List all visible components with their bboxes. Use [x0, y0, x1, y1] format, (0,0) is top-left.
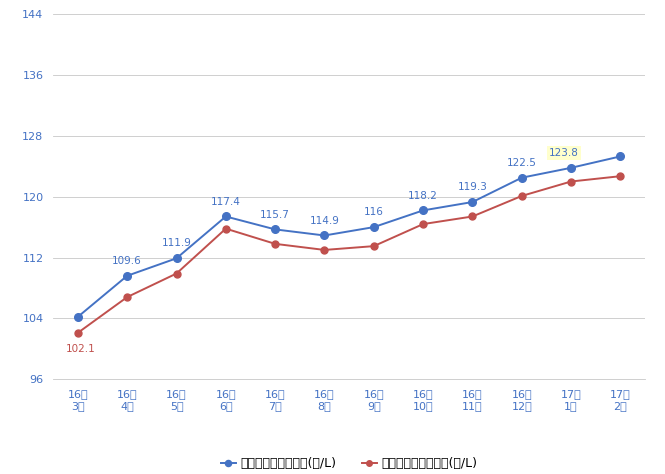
- Text: 111.9: 111.9: [162, 238, 192, 248]
- Text: 118.2: 118.2: [408, 191, 438, 201]
- Text: 122.5: 122.5: [507, 158, 537, 168]
- Text: 119.3: 119.3: [458, 182, 487, 192]
- レギュラー看板価格(円/L): [567, 165, 575, 171]
- レギュラー看板価格(円/L): [616, 154, 624, 159]
- レギュラー看板価格(円/L): [222, 214, 230, 219]
- レギュラー看板価格(円/L): [172, 255, 180, 261]
- レギュラー実売価格(円/L): [271, 241, 279, 246]
- レギュラー看板価格(円/L): [419, 208, 427, 213]
- Text: 123.8: 123.8: [549, 148, 579, 158]
- Text: 109.6: 109.6: [112, 256, 142, 266]
- レギュラー看板価格(円/L): [370, 224, 378, 230]
- Text: 117.4: 117.4: [211, 197, 241, 207]
- レギュラー看板価格(円/L): [321, 233, 329, 238]
- レギュラー看板価格(円/L): [518, 175, 526, 181]
- レギュラー看板価格(円/L): [123, 273, 131, 279]
- レギュラー実売価格(円/L): [567, 179, 575, 184]
- レギュラー実売価格(円/L): [172, 271, 180, 276]
- Text: 102.1: 102.1: [65, 344, 95, 354]
- レギュラー実売価格(円/L): [468, 214, 476, 219]
- レギュラー実売価格(円/L): [419, 221, 427, 227]
- Line: レギュラー看板価格(円/L): レギュラー看板価格(円/L): [74, 153, 624, 321]
- レギュラー看板価格(円/L): [271, 227, 279, 232]
- レギュラー実売価格(円/L): [222, 226, 230, 231]
- Text: 115.7: 115.7: [260, 210, 290, 219]
- レギュラー実売価格(円/L): [321, 247, 329, 253]
- Text: 114.9: 114.9: [309, 216, 339, 226]
- Text: 116: 116: [364, 207, 384, 217]
- レギュラー実売価格(円/L): [74, 330, 82, 336]
- レギュラー実売価格(円/L): [518, 193, 526, 199]
- Line: レギュラー実売価格(円/L): レギュラー実売価格(円/L): [74, 173, 624, 336]
- Legend: レギュラー看板価格(円/L), レギュラー実売価格(円/L): レギュラー看板価格(円/L), レギュラー実売価格(円/L): [215, 452, 483, 474]
- レギュラー実売価格(円/L): [370, 243, 378, 249]
- レギュラー看板価格(円/L): [468, 199, 476, 205]
- レギュラー看板価格(円/L): [74, 314, 82, 319]
- レギュラー実売価格(円/L): [123, 294, 131, 300]
- レギュラー実売価格(円/L): [616, 173, 624, 179]
